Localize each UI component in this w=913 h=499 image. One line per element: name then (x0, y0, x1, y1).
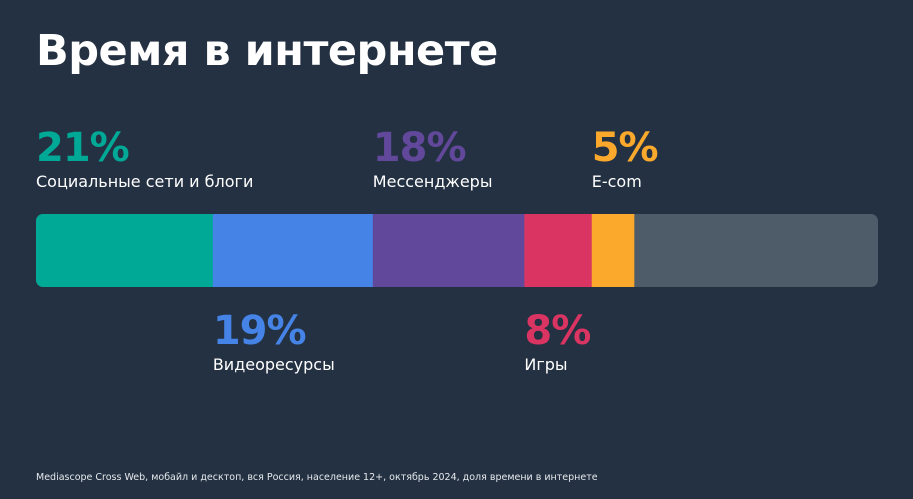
segment-name: Социальные сети и блоги (36, 172, 254, 191)
segment-label: 8% Игры (524, 308, 591, 375)
source-note: Mediascope Cross Web, мобайл и десктоп, … (36, 472, 598, 483)
segment-percent: 18% (372, 125, 467, 171)
segment-percent: 5% (591, 125, 659, 171)
bar-segment (36, 214, 214, 287)
segment-name: Игры (524, 355, 568, 374)
segment-name: E-com (591, 172, 642, 191)
bar-segment (591, 214, 635, 287)
bar-segment (212, 214, 374, 287)
segment-percent: 19% (212, 308, 307, 354)
stacked-bar-svg (36, 214, 635, 287)
segment-percent: 21% (36, 125, 130, 171)
stacked-bar (36, 214, 878, 287)
segment-percent: 8% (524, 308, 591, 354)
segment-label: 21% Социальные сети и блоги (36, 126, 253, 192)
segment-label: 19% Видеоресурсы (213, 309, 335, 375)
segment-name: Видеоресурсы (212, 355, 335, 374)
bar-segment (524, 214, 593, 287)
segment-name: Мессенджеры (372, 172, 493, 191)
segment-label: 18% Мессенджеры (373, 126, 493, 192)
segment-label: 5% E-com (591, 125, 659, 192)
page-title: Время в интернете (36, 26, 498, 76)
bar-segment (372, 214, 525, 287)
